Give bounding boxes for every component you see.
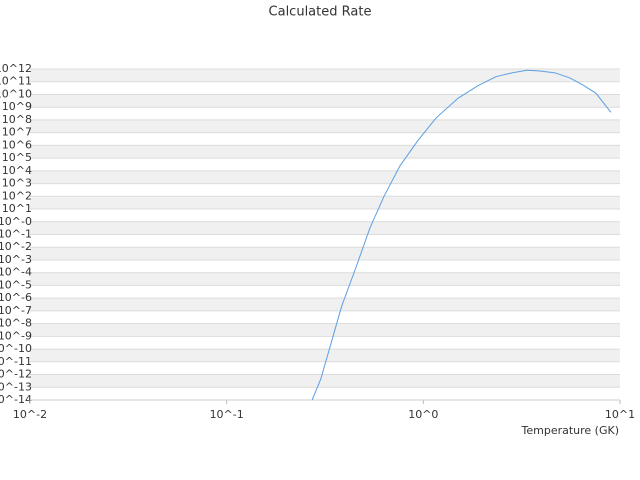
grid-band — [30, 272, 620, 286]
x-tick-label: 10^0 — [408, 408, 438, 421]
grid-band — [30, 349, 620, 362]
y-tick-label: 10^-4 — [0, 266, 32, 279]
chart-title: Calculated Rate — [269, 5, 372, 20]
data-line — [311, 69, 612, 400]
x-axis-label: Temperature (GK) — [521, 424, 620, 437]
y-tick-label: 10^-10 — [0, 342, 32, 355]
x-tick-label: 10^-2 — [13, 408, 47, 421]
y-tick-label: 10^-14 — [0, 393, 32, 406]
y-tick-label: 10^2 — [2, 189, 32, 202]
y-tick-label: 10^3 — [2, 177, 32, 190]
grid-band — [30, 298, 620, 311]
y-tick-label: 10^-6 — [0, 291, 32, 304]
y-tick-label: 10^-13 — [0, 380, 32, 393]
grid-band — [30, 247, 620, 260]
y-tick-label: 10^-3 — [0, 253, 32, 266]
y-tick-label: 10^4 — [2, 164, 32, 177]
y-tick-label: 10^12 — [0, 62, 32, 75]
y-tick-label: 10^5 — [2, 151, 32, 164]
y-tick-label: 10^-5 — [0, 278, 32, 291]
y-tick-label: 10^9 — [2, 100, 32, 113]
y-tick-label: 10^-8 — [0, 317, 32, 330]
y-tick-label: 10^-9 — [0, 329, 32, 342]
grid-band — [30, 145, 620, 159]
grid-band — [30, 374, 620, 388]
x-tick-label: 10^1 — [605, 408, 635, 421]
grid-band — [30, 323, 620, 337]
y-tick-label: 10^10 — [0, 87, 32, 100]
grid-band — [30, 196, 620, 210]
y-tick-label: 10^-1 — [0, 228, 32, 241]
grid-band — [30, 221, 620, 235]
y-tick-label: 10^7 — [2, 126, 32, 139]
y-tick-label: 10^-0 — [0, 215, 32, 228]
y-tick-label: 10^11 — [0, 75, 32, 88]
y-tick-label: 10^-2 — [0, 240, 32, 253]
grid-band — [30, 170, 620, 184]
y-tick-label: 10^8 — [2, 113, 32, 126]
y-tick-label: 10^-12 — [0, 368, 32, 381]
grid-band — [30, 94, 620, 108]
y-tick-label: 10^1 — [2, 202, 32, 215]
grid-band — [30, 69, 620, 82]
y-tick-label: 10^6 — [2, 138, 32, 151]
grid-band — [30, 119, 620, 133]
y-tick-label: 10^-7 — [0, 304, 32, 317]
x-tick-label: 10^-1 — [210, 408, 244, 421]
y-tick-label: 10^-11 — [0, 355, 32, 368]
